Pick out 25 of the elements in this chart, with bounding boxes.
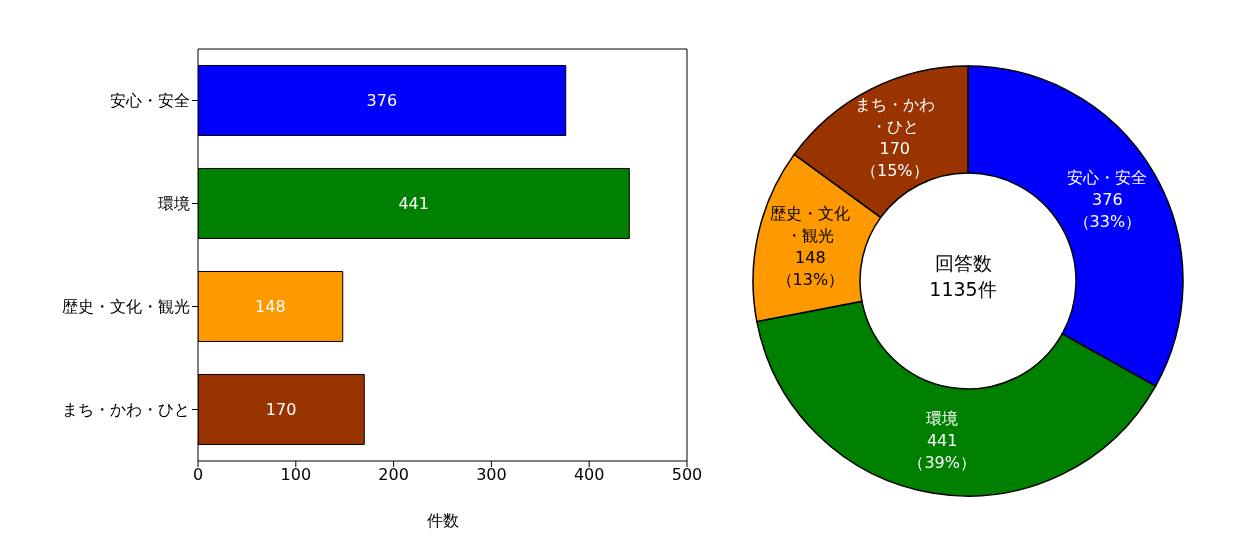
x-tick-label: 0 bbox=[192, 465, 204, 485]
data-label: 441 （39%） bbox=[908, 430, 976, 472]
slice-label: 環境 bbox=[926, 408, 959, 428]
text: 回答数 bbox=[934, 252, 992, 274]
x-axis-title: 件数 bbox=[426, 511, 459, 530]
slice-label: まち・かわ・ひと bbox=[854, 94, 935, 136]
slice-label: 安心・安全 bbox=[1067, 167, 1148, 187]
x-tick-label: 400 bbox=[573, 465, 605, 485]
x-tick-label: 300 bbox=[476, 465, 507, 485]
y-tick-label: 安心・安全 bbox=[110, 91, 190, 111]
slice-label: 歴史・文化・観光 bbox=[770, 203, 851, 245]
y-tick-label: 歴史・文化・観光 bbox=[62, 297, 190, 317]
x-tick-label: 100 bbox=[280, 465, 312, 485]
y-tick-label: 環境 bbox=[158, 194, 190, 214]
y-tick-label: まち・かわ・ひと bbox=[62, 400, 190, 420]
data-label: 376 （33%） bbox=[1073, 189, 1142, 231]
text: 1135件 bbox=[929, 278, 997, 300]
x-tick-label: 200 bbox=[378, 465, 409, 485]
data-label: 441 bbox=[398, 194, 429, 214]
data-label: 148 （13%） bbox=[776, 247, 845, 289]
data-label: 170 bbox=[265, 400, 297, 420]
data-label: 376 bbox=[366, 91, 398, 111]
x-tick-label: 500 bbox=[671, 465, 703, 485]
data-label: 170 （15%） bbox=[861, 138, 929, 180]
data-label: 148 bbox=[255, 297, 286, 317]
